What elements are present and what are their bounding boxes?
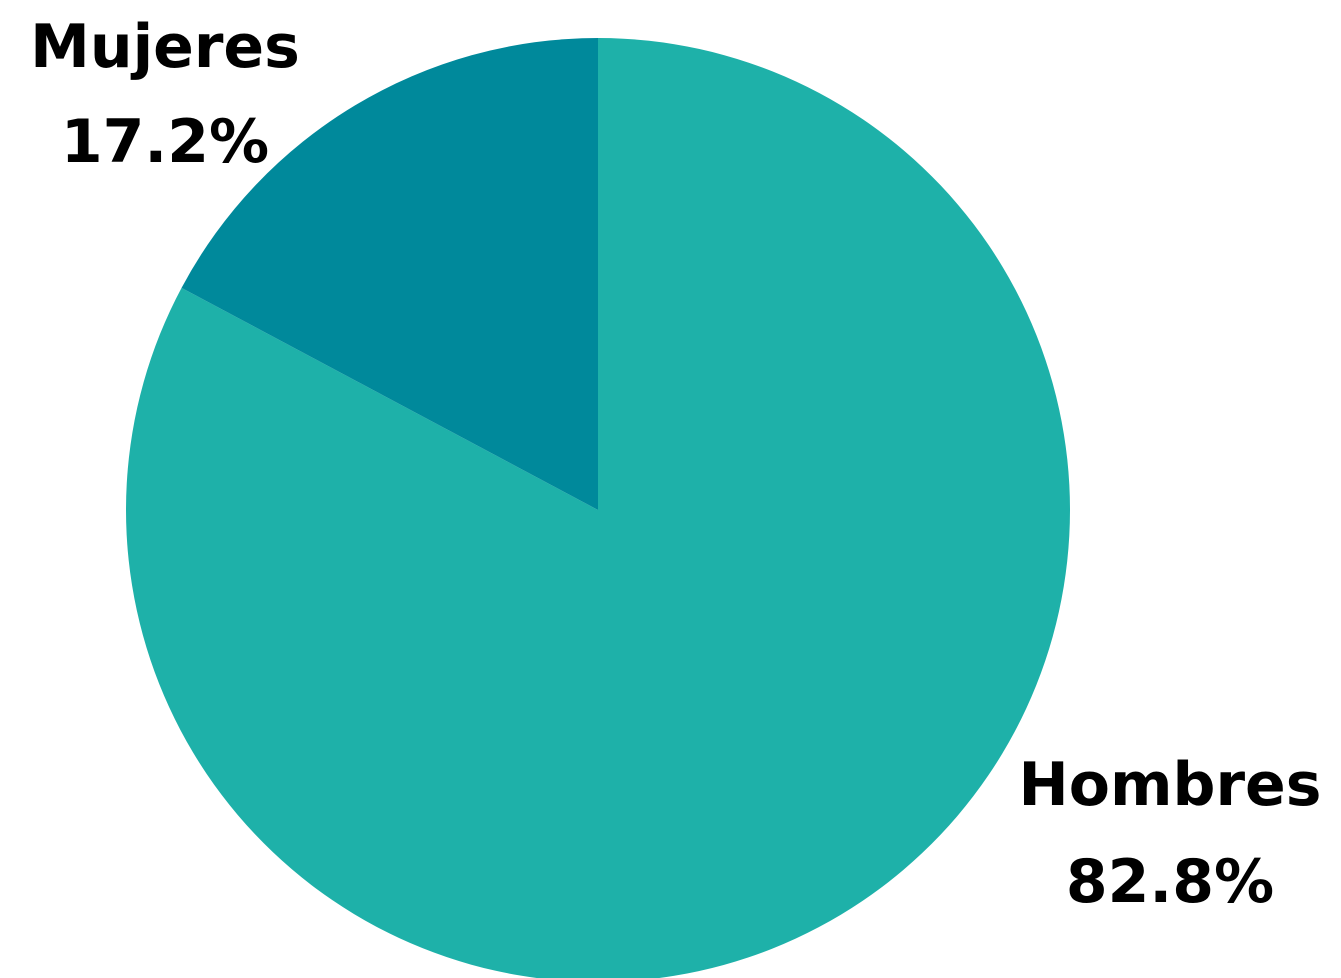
- slice-label-hombres-value: 82.8%: [1066, 847, 1274, 917]
- pie-slice-mujeres: [181, 38, 599, 510]
- slice-label-mujeres-name: Mujeres: [30, 12, 300, 82]
- pie-slice-hombres: [126, 38, 1070, 978]
- pie-slices: [126, 38, 1070, 978]
- slice-label-hombres-name: Hombres: [1019, 750, 1322, 820]
- slice-label-mujeres-value: 17.2%: [61, 107, 269, 177]
